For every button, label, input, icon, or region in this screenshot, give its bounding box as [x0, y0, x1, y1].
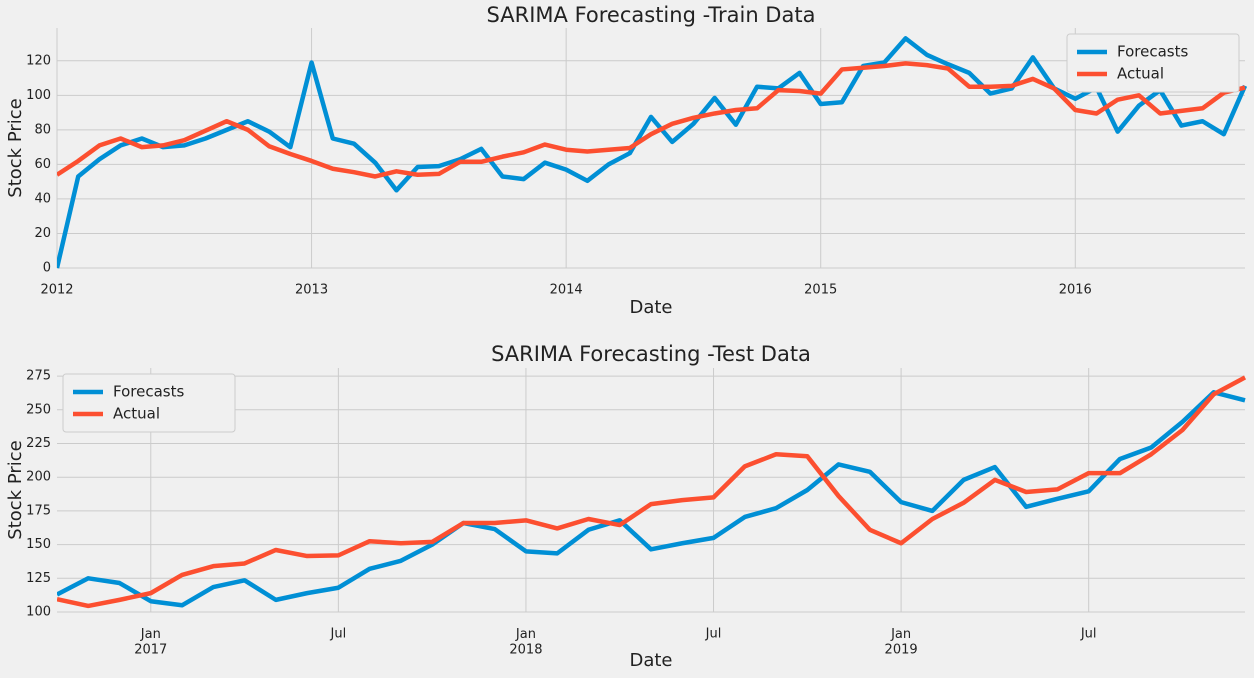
x-tick-label: Jul — [705, 627, 722, 642]
y-axis-label: Stock Price — [5, 440, 26, 539]
y-tick-label: 200 — [26, 470, 51, 485]
subplot: SARIMA Forecasting -Test Data Date Stock P… — [5, 342, 1247, 671]
legend-label: Actual — [1117, 65, 1164, 83]
y-tick-label: 275 — [26, 369, 51, 384]
y-tick-label: 60 — [34, 157, 51, 172]
legend-label: Forecasts — [1117, 43, 1188, 61]
series-line — [57, 36, 1248, 269]
y-tick-label: 100 — [26, 88, 51, 103]
x-tick-label: 2012 — [40, 283, 73, 298]
chart-title: SARIMA Forecasting -Test Data — [491, 342, 811, 366]
y-tick-label: 150 — [26, 537, 51, 552]
y-tick-label: 250 — [26, 402, 51, 417]
y-axis-label: Stock Price — [5, 98, 26, 197]
series-line — [57, 61, 1246, 179]
series-line — [57, 375, 1247, 609]
legend-label: Forecasts — [113, 383, 184, 401]
x-tick-label: 2014 — [550, 283, 583, 298]
y-tick-label: 125 — [26, 571, 51, 586]
legend: Forecasts Actual — [1066, 33, 1240, 93]
y-tick-label: 0 — [43, 261, 51, 276]
y-tick-label: 120 — [26, 53, 51, 68]
x-tick-label: 2013 — [295, 283, 328, 298]
legend-box — [62, 373, 236, 433]
y-tick-label: 20 — [34, 226, 51, 241]
x-tick-label: Jul — [1080, 627, 1097, 642]
x-tick-label: Jul — [330, 627, 347, 642]
y-tick-label: 100 — [26, 605, 51, 620]
series-line — [57, 390, 1246, 608]
x-tick-label: 2015 — [804, 283, 837, 298]
y-tick-label: 175 — [26, 503, 51, 518]
y-tick-label: 80 — [34, 122, 51, 137]
x-tick-label: Jan 2019 — [885, 627, 918, 658]
x-axis-label: Date — [629, 297, 672, 318]
legend: Forecasts Actual — [62, 373, 236, 433]
subplot: SARIMA Forecasting -Train Data Date Stock … — [5, 3, 1248, 318]
legend-box — [1066, 33, 1240, 93]
x-axis-label: Date — [629, 650, 672, 671]
x-tick-label: Jan 2017 — [134, 627, 167, 658]
y-tick-label: 225 — [26, 436, 51, 451]
x-tick-label: 2016 — [1059, 283, 1092, 298]
chart-title: SARIMA Forecasting -Train Data — [487, 3, 816, 27]
x-tick-label: Jan 2018 — [509, 627, 542, 658]
y-tick-label: 40 — [34, 191, 51, 206]
legend-label: Actual — [113, 405, 160, 423]
